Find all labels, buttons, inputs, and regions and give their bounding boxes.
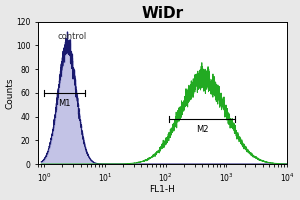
Text: M1: M1 [58, 99, 71, 108]
Y-axis label: Counts: Counts [6, 77, 15, 109]
Title: WiDr: WiDr [142, 6, 184, 21]
Text: control: control [58, 32, 87, 41]
X-axis label: FL1-H: FL1-H [150, 185, 175, 194]
Text: M2: M2 [196, 125, 208, 134]
